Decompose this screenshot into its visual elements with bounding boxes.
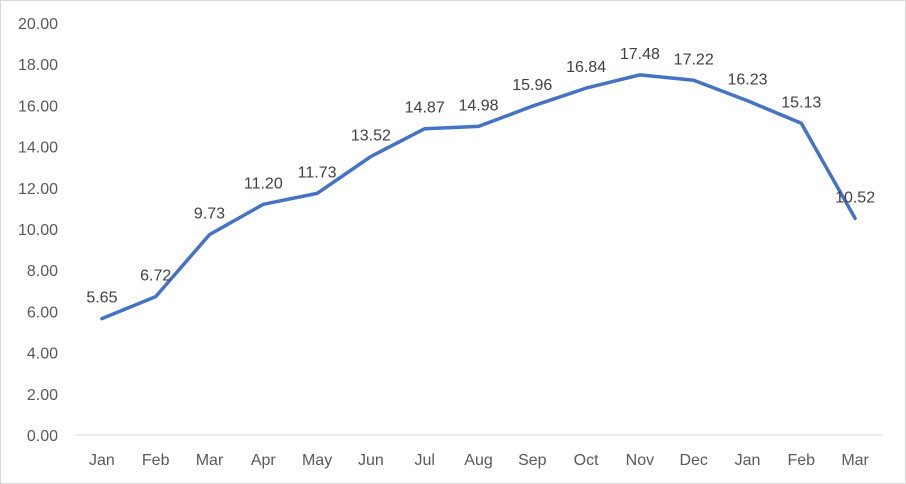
x-tick-label: Jan xyxy=(735,452,761,469)
x-tick-label: Feb xyxy=(788,452,816,469)
data-label: 16.23 xyxy=(727,72,767,89)
y-tick-label: 8.00 xyxy=(27,263,58,280)
x-tick-label: Aug xyxy=(464,452,492,469)
data-label: 9.73 xyxy=(194,206,225,223)
data-label: 17.22 xyxy=(674,51,714,68)
x-tick-label: Apr xyxy=(251,452,277,469)
data-label: 14.87 xyxy=(405,100,445,117)
data-label: 11.73 xyxy=(298,164,337,181)
x-tick-label: Jul xyxy=(414,452,434,469)
y-tick-label: 18.00 xyxy=(18,57,58,74)
y-tick-label: 12.00 xyxy=(18,181,58,198)
data-labels: 5.65 6.72 9.73 11.20 11.73 13.52 14.87 14.98 15.… xyxy=(86,46,875,307)
y-tick-label: 0.00 xyxy=(27,428,58,445)
data-label: 13.52 xyxy=(351,127,391,144)
y-axis-ticks: 0.00 2.00 4.00 6.00 8.00 10.00 12.00 14.00 16.00… xyxy=(18,16,58,445)
y-tick-label: 6.00 xyxy=(27,304,58,321)
y-tick-label: 16.00 xyxy=(18,98,58,115)
y-tick-label: 4.00 xyxy=(27,346,58,363)
data-label: 11.20 xyxy=(244,175,283,192)
series-line xyxy=(100,73,857,321)
x-tick-label: May xyxy=(302,452,332,469)
y-tick-label: 10.00 xyxy=(18,222,58,239)
x-axis-ticks: Jan Feb Mar Apr May Jun Jul Aug Sep Oct Nov Dec Jan F… xyxy=(89,452,870,469)
data-label: 6.72 xyxy=(140,268,171,285)
x-tick-label: Jan xyxy=(89,452,115,469)
x-tick-label: Dec xyxy=(679,452,707,469)
x-tick-label: Feb xyxy=(142,452,170,469)
data-label: 15.96 xyxy=(512,77,552,94)
x-tick-label: Jun xyxy=(358,452,384,469)
x-tick-label: Mar xyxy=(196,452,224,469)
x-tick-label: Nov xyxy=(626,452,654,469)
data-label: 5.65 xyxy=(86,290,117,307)
data-label: 14.98 xyxy=(458,97,498,114)
data-label: 16.84 xyxy=(566,59,606,76)
data-label: 10.52 xyxy=(835,189,875,206)
x-tick-label: Sep xyxy=(518,452,547,469)
x-tick-label: Oct xyxy=(574,452,599,469)
x-tick-label: Mar xyxy=(841,452,869,469)
data-label: 15.13 xyxy=(781,94,821,111)
y-tick-label: 20.00 xyxy=(18,16,58,33)
y-tick-label: 2.00 xyxy=(27,387,58,404)
data-label: 17.48 xyxy=(620,46,660,63)
y-tick-label: 14.00 xyxy=(18,140,58,157)
